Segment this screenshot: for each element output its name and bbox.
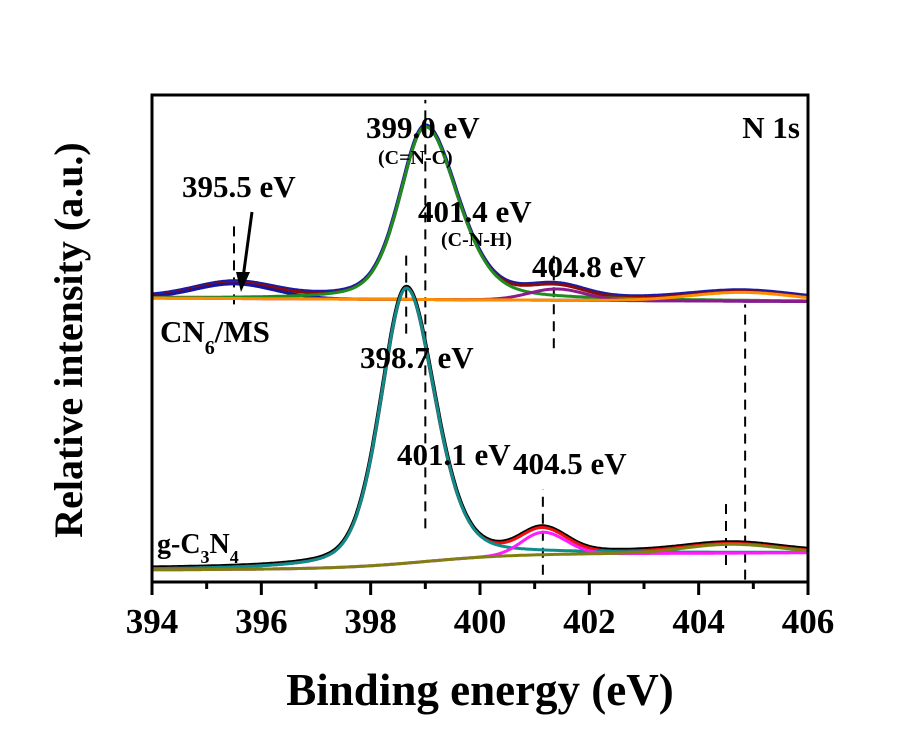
reference-lines <box>233 99 747 580</box>
spectra-curves <box>151 123 809 572</box>
x-tick-label: 406 <box>782 602 835 641</box>
peak-label-401-4: 401.4 eV <box>418 194 532 229</box>
sample-label-cn6-ms: CN6/MS <box>160 314 270 359</box>
x-tick-label: 398 <box>344 602 397 641</box>
x-axis-label: Binding energy (eV) <box>286 665 674 715</box>
peak-label-404-8: 404.8 eV <box>532 249 646 284</box>
peak-label-398-7: 398.7 eV <box>360 340 474 375</box>
peak-label-395-5: 395.5 eV <box>182 169 296 204</box>
arrow-head-icon <box>236 272 250 292</box>
x-tick-label: 400 <box>454 602 507 641</box>
fitted-component-curve <box>152 290 809 302</box>
x-axis-ticks <box>150 582 810 595</box>
peak-label-404-5: 404.5 eV <box>513 446 627 481</box>
peak-label-401-1: 401.1 eV <box>397 437 511 472</box>
fitted-component-curve <box>152 542 809 572</box>
x-tick-label: 404 <box>672 602 725 641</box>
sample-label-g-c3n4: g-C3N4 <box>157 529 239 567</box>
corner-label: N 1s <box>742 110 800 145</box>
x-tick-label: 394 <box>126 602 179 641</box>
peak-label-399-0: 399.0 eV <box>366 110 480 145</box>
arrow-line <box>241 211 254 279</box>
x-axis-tick-labels: 394 396 398 400 402 404 406 <box>126 602 835 641</box>
y-axis-label: Relative intensity (a.u.) <box>46 142 91 538</box>
assignment-c-n-h: (C-N-H) <box>441 229 512 251</box>
assignment-c-n-c: (C=N-C) <box>378 147 453 169</box>
x-tick-label: 396 <box>235 602 288 641</box>
x-tick-label: 402 <box>563 602 616 641</box>
